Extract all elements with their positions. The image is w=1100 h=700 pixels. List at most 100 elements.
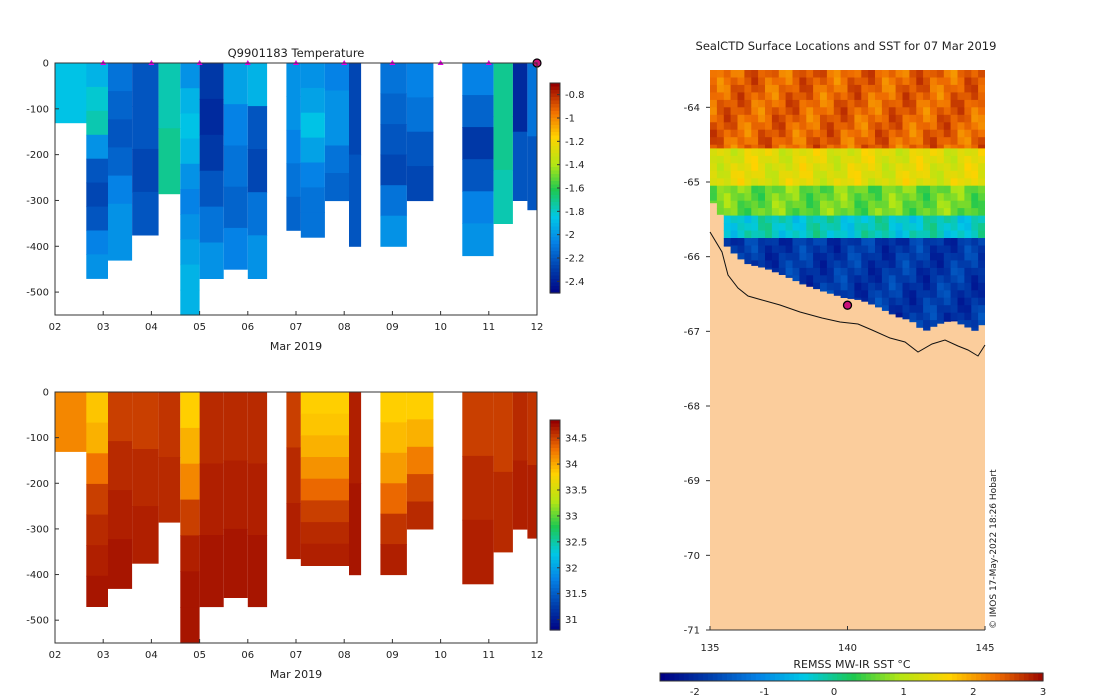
sst-colorbar: -2 -1 0 1 2 3 (659, 672, 1046, 698)
sst-cell (854, 223, 862, 231)
sst-cell (785, 193, 793, 202)
profile-cell (86, 182, 108, 208)
sst-cell (840, 92, 848, 101)
sst-cell (813, 208, 821, 216)
sst-cell (943, 230, 952, 239)
sst-colorbar-segment (679, 673, 685, 681)
sst-cell (847, 107, 855, 116)
sst-cell (930, 122, 938, 131)
sst-cell (950, 267, 958, 276)
sst-cell (971, 77, 979, 86)
sst-cell (820, 282, 828, 291)
sst-cell (909, 92, 917, 101)
sst-cell (950, 185, 958, 194)
sst-colorbar-segment (899, 673, 905, 681)
sst-cell (751, 84, 759, 93)
sst-cell (799, 77, 807, 86)
sst-cell (840, 137, 848, 146)
sst-cell (943, 99, 952, 108)
sst-cell (895, 208, 903, 216)
sst-cell (833, 70, 842, 78)
profile-cell (86, 110, 108, 136)
sst-cell (785, 238, 793, 246)
sst-cell (765, 267, 773, 270)
sst-cell (778, 267, 787, 275)
sst-cell (854, 238, 862, 246)
sst-cell (813, 99, 821, 108)
colorbar-segment (550, 560, 560, 565)
sst-cell (902, 155, 910, 164)
sst-cell (840, 215, 848, 224)
profile-cell (108, 147, 133, 177)
sst-cell (792, 185, 800, 194)
sst-cell (902, 70, 910, 78)
sst-cell (923, 170, 931, 179)
sst-cell (778, 77, 787, 86)
sst-colorbar-segment (746, 673, 752, 681)
sst-cell (826, 215, 835, 224)
sst-cell (875, 297, 883, 306)
x-tick-label: 05 (193, 650, 206, 661)
sst-cell (888, 290, 897, 299)
sst-colorbar-segment (966, 673, 972, 681)
colorbar-segment (550, 279, 560, 284)
sst-cell (861, 178, 869, 187)
sst-cell (751, 223, 759, 231)
sst-cell (854, 114, 862, 123)
sst-cell (930, 114, 938, 123)
sst-cell (964, 200, 972, 209)
sst-cell (833, 223, 842, 231)
sst-cell (792, 223, 800, 231)
sst-cell (971, 84, 979, 93)
sst-cell (744, 230, 752, 239)
profile-cell (462, 95, 494, 128)
sst-cell (971, 178, 979, 187)
sst-cell (909, 129, 917, 138)
sst-cell (936, 92, 945, 101)
sst-cell (902, 148, 910, 157)
profile-cell (108, 119, 133, 148)
sst-cell (710, 137, 718, 146)
sst-cell (916, 170, 924, 179)
colorbar-segment (550, 167, 560, 172)
profile-cell (300, 478, 349, 501)
sst-colorbar-segment (856, 673, 862, 681)
sst-colorbar-segment (765, 673, 771, 681)
sst-cell (943, 275, 952, 284)
sst-cell (930, 137, 938, 146)
sst-cell (923, 178, 931, 187)
sst-cell (785, 144, 793, 149)
sst-cell (978, 230, 985, 239)
profile-cell (86, 158, 108, 184)
y-tick-label: 0 (43, 388, 49, 399)
profile-cell (512, 131, 528, 201)
sst-cell (778, 170, 787, 179)
profile-cell (86, 483, 108, 516)
sst-cell (840, 245, 848, 254)
sst-cell (820, 114, 828, 123)
sst-cell (861, 215, 869, 224)
sst-cell (909, 208, 917, 216)
profile-cell (300, 435, 349, 458)
sst-cell (820, 70, 828, 78)
sst-cell (923, 155, 931, 164)
profile-cell (300, 212, 325, 238)
sst-cell (820, 267, 828, 276)
profile-cell (462, 63, 494, 96)
sst-cell (971, 320, 979, 328)
profile-cell (286, 503, 301, 560)
sst-cell (723, 137, 732, 146)
colorbar-segment (550, 483, 560, 488)
profile-cell (406, 97, 434, 133)
profile-cell (406, 501, 434, 530)
profile-cell (199, 98, 224, 136)
sst-cell (813, 223, 821, 231)
map-x-ticks: 135 140 145 (700, 626, 995, 654)
sst-cell (723, 200, 732, 209)
profile-cell (349, 392, 362, 484)
sst-cell (875, 260, 883, 269)
sst-cell (785, 114, 793, 123)
sst-cell (833, 122, 842, 131)
sst-cell (799, 163, 807, 172)
sst-cell (854, 245, 862, 254)
